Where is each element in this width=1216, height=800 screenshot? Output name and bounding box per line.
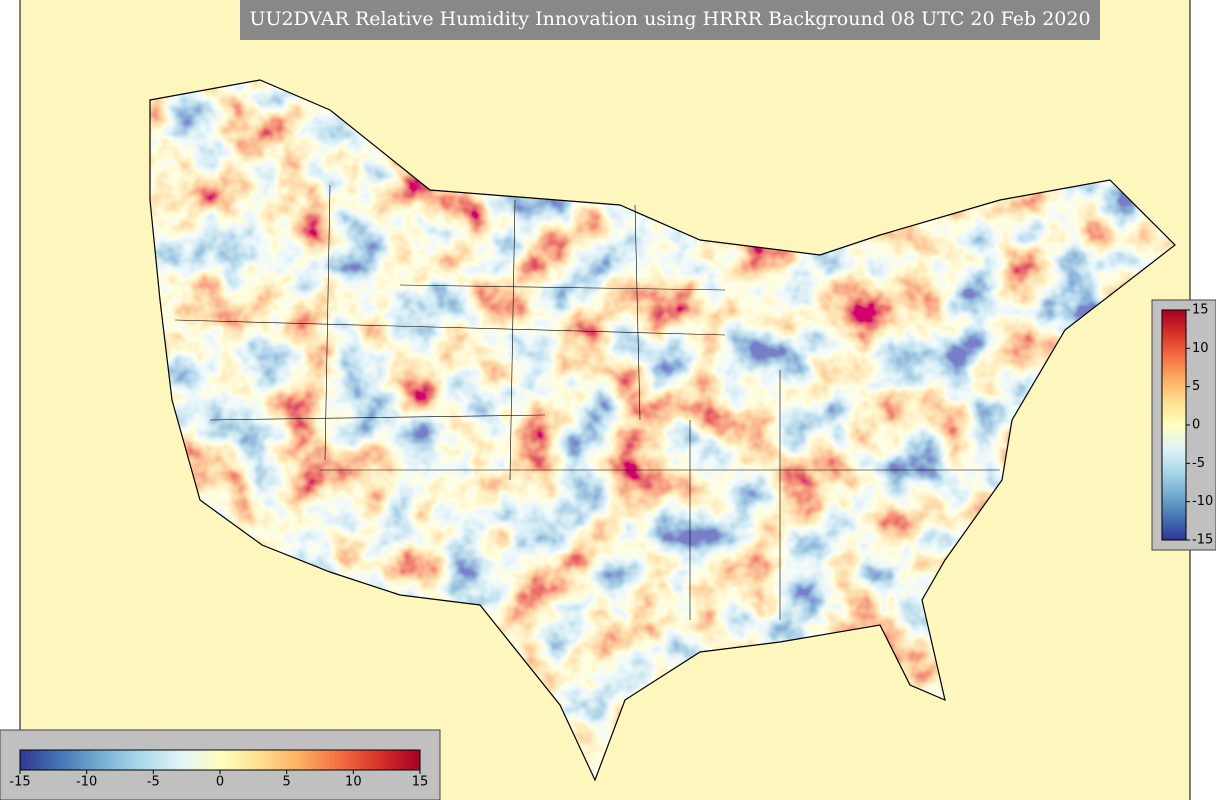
tick-label: 5 (1192, 379, 1200, 394)
colorbar-ticks: 15 10 5 0 -5 -10 -15 (1186, 303, 1213, 548)
tick-label: -5 (147, 775, 160, 790)
title-bar (240, 0, 1100, 40)
tick-label: -15 (1192, 533, 1213, 548)
tick-label: 0 (1192, 418, 1200, 433)
tick-label: -10 (76, 775, 97, 790)
colorbar-ticks: -15 -10 -5 0 5 10 15 (9, 770, 428, 790)
colorbar (1161, 309, 1187, 541)
tick-label: 15 (412, 775, 429, 790)
state-borders (174, 184, 1000, 620)
map-title: UU2DVAR Relative Humidity Innovation usi… (249, 8, 1090, 30)
tick-label: 5 (283, 775, 291, 790)
tick-label: -10 (1192, 494, 1213, 509)
coastline (149, 79, 1176, 782)
tick-label: -5 (1192, 456, 1205, 471)
tick-label: 0 (216, 775, 224, 790)
colorbar (19, 749, 421, 771)
tick-label: 15 (1192, 303, 1209, 318)
tick-label: 10 (1192, 341, 1209, 356)
tick-label: -15 (9, 775, 30, 790)
tick-label: 10 (345, 775, 362, 790)
